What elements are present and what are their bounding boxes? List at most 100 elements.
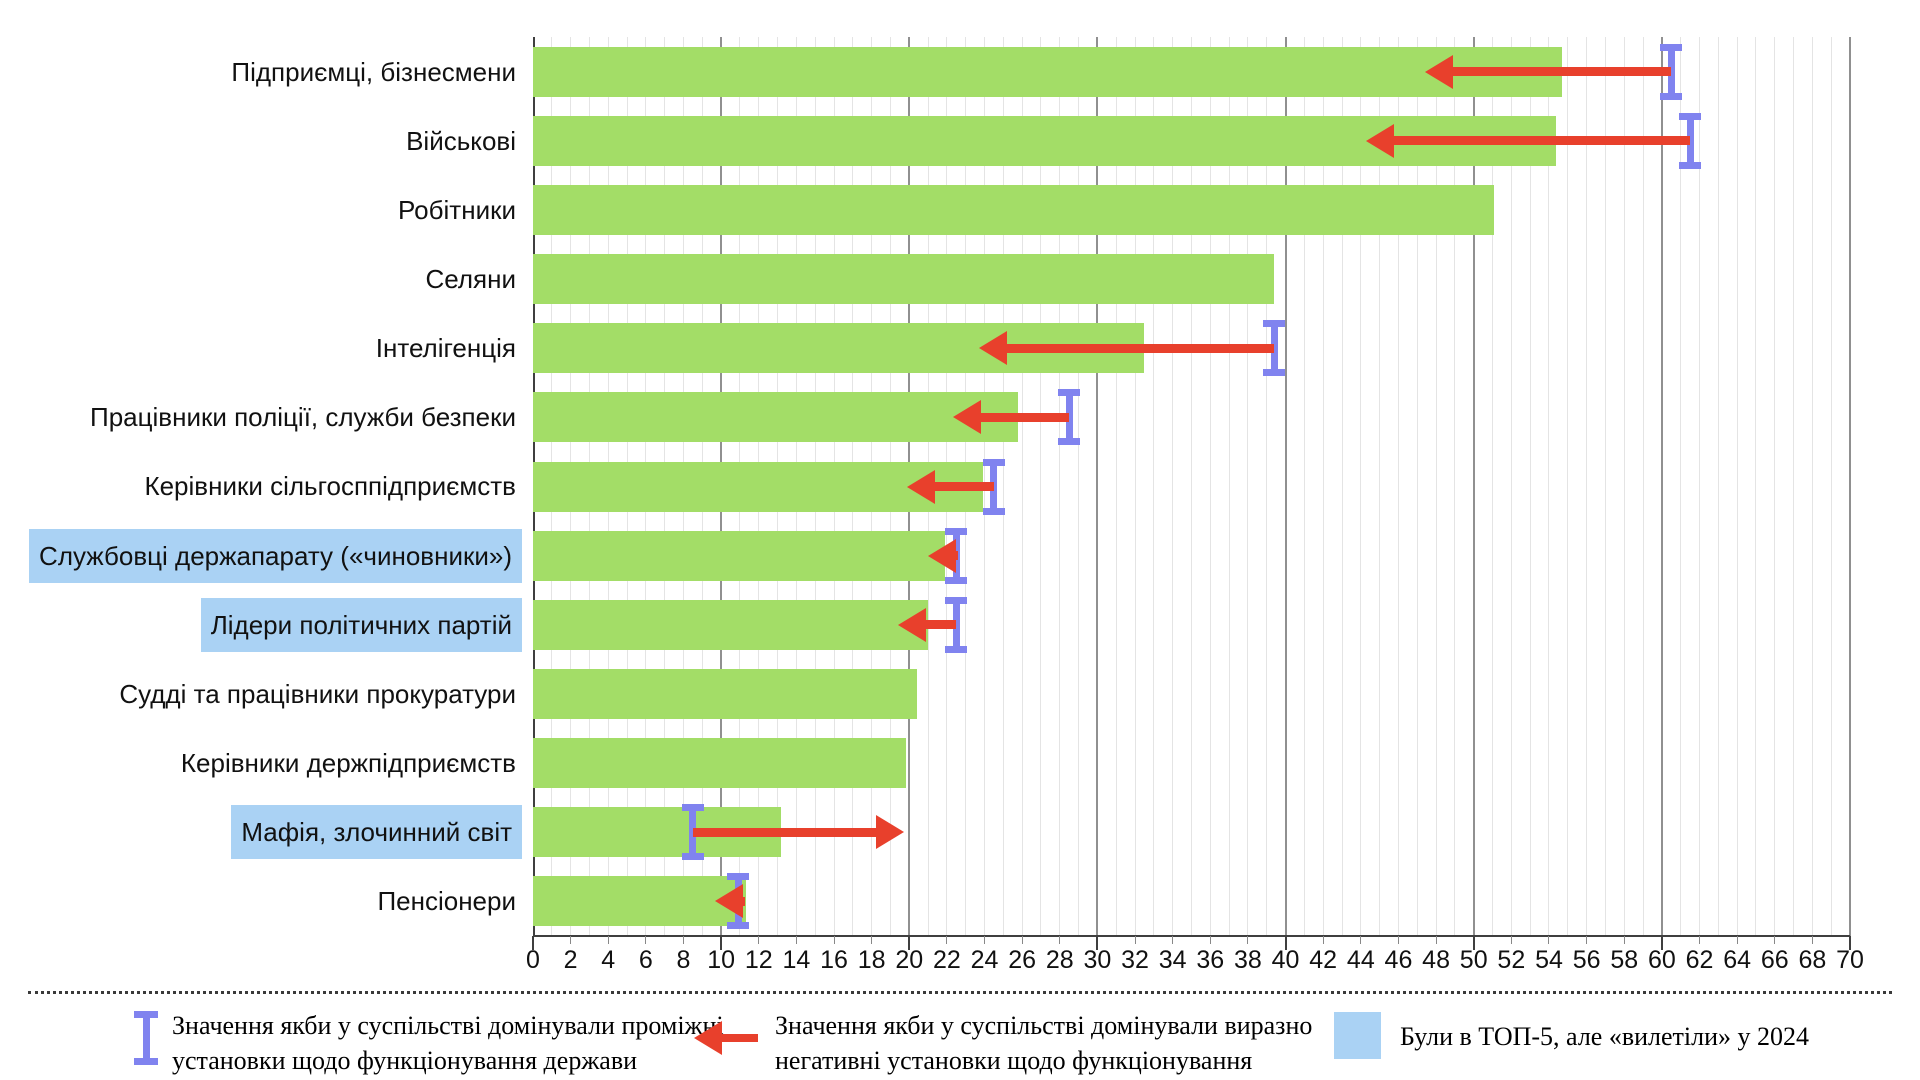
shift-arrow [978, 331, 1275, 366]
gridline [1811, 37, 1813, 936]
gridline [1040, 37, 1042, 936]
axis-tick [795, 936, 797, 944]
axis-tick [1209, 936, 1211, 944]
axis-tick-label: 14 [782, 946, 811, 974]
axis-tick-label: 40 [1271, 946, 1300, 974]
arrow-legend-label: Значення якби у суспільстві домінували в… [775, 1011, 1313, 1075]
gridline [1849, 37, 1851, 936]
category-label-row: Працівники поліції, служби безпеки [0, 383, 522, 452]
axis-tick [1322, 936, 1324, 944]
category-label-row: Селяни [0, 244, 522, 313]
x-axis-line [533, 935, 1850, 937]
gridline [1134, 37, 1136, 936]
category-label: Підприємці, бізнесмени [231, 56, 516, 87]
gridline [1680, 37, 1682, 936]
category-label-row: Робітники [0, 175, 522, 244]
axis-tick [720, 936, 723, 950]
whisker-legend-icon [134, 1011, 158, 1065]
highlight-legend-swatch [1334, 1012, 1381, 1059]
category-label: Керівники сільгосппідприємств [144, 471, 516, 502]
gridline [1529, 37, 1531, 936]
axis-tick-label: 22 [933, 946, 961, 974]
axis-tick [908, 936, 911, 950]
axis-tick-label: 58 [1610, 946, 1639, 974]
axis-tick [1811, 936, 1813, 944]
gridline [1172, 37, 1174, 936]
axis-tick-label: 44 [1346, 946, 1375, 974]
axis-tick-label: 64 [1723, 946, 1752, 974]
axis-tick [1397, 936, 1399, 944]
axis-tick [1360, 936, 1362, 944]
axis-tick-label: 20 [895, 946, 924, 974]
axis-tick [1774, 936, 1776, 944]
gridline [1247, 37, 1249, 936]
axis-tick [1623, 936, 1625, 944]
gridline [1454, 37, 1456, 936]
axis-tick-label: 60 [1647, 946, 1676, 974]
axis-tick [1510, 936, 1512, 944]
bar [533, 876, 746, 927]
gridline [1002, 37, 1004, 936]
category-label: Працівники поліції, служби безпеки [90, 402, 516, 433]
axis-tick [984, 936, 986, 944]
gridline [1717, 37, 1719, 936]
axis-tick-label: 42 [1309, 946, 1338, 974]
gridline [1115, 37, 1117, 936]
axis-tick-label: 52 [1497, 946, 1526, 974]
category-label: Керівники держпідприємств [180, 748, 516, 779]
axis-tick [1849, 936, 1851, 950]
axis-tick-label: 28 [1045, 946, 1074, 974]
shift-arrow [952, 400, 1070, 435]
shift-arrow [715, 884, 746, 919]
error-whisker [1679, 112, 1702, 169]
gridline [1604, 37, 1606, 936]
category-label-row: Лідери політичних партій [0, 590, 522, 659]
category-label: Лідери політичних партій [200, 597, 522, 652]
axis-tick-label: 0 [526, 946, 540, 974]
axis-tick [1698, 936, 1700, 944]
shift-arrow [928, 538, 959, 573]
axis-tick [1059, 936, 1061, 944]
gridline [1586, 37, 1588, 936]
axis-tick-label: 38 [1234, 946, 1262, 974]
axis-tick [1736, 936, 1738, 944]
axis-tick-label: 18 [857, 946, 886, 974]
gridline [1660, 37, 1663, 936]
bar [533, 530, 946, 581]
category-label: Робітники [397, 194, 516, 225]
axis-tick [570, 936, 572, 944]
error-whisker [1263, 320, 1286, 377]
gridline [1755, 37, 1757, 936]
axis-tick [871, 936, 873, 944]
axis-tick-label: 46 [1384, 946, 1413, 974]
gridline [1209, 37, 1211, 936]
axis-tick-label: 2 [563, 946, 578, 974]
axis-tick-label: 48 [1422, 946, 1450, 974]
axis-tick-label: 36 [1196, 946, 1225, 974]
category-label-row: Судді та працівники прокуратури [0, 659, 522, 728]
shift-arrow [1366, 123, 1691, 158]
category-label-row: Військові [0, 106, 522, 175]
axis-tick-label: 24 [970, 946, 999, 974]
axis-tick-label: 68 [1798, 946, 1827, 974]
category-label: Службовці держапарату («чиновники») [29, 528, 522, 583]
axis-tick [1247, 936, 1249, 944]
axis-tick-label: 70 [1836, 946, 1864, 974]
gridline [1510, 37, 1512, 936]
error-whisker [945, 596, 968, 653]
gridline [1435, 37, 1437, 936]
axis-tick [1472, 936, 1475, 950]
gridline [1153, 37, 1155, 936]
category-label: Мафія, злочинний світ [231, 805, 522, 860]
axis-tick [1134, 936, 1136, 944]
error-whisker [982, 458, 1005, 515]
bar [533, 46, 1563, 97]
axis-tick-label: 56 [1572, 946, 1601, 974]
axis-tick [1660, 936, 1663, 950]
gridline [1548, 37, 1550, 936]
axis-tick-label: 10 [707, 946, 736, 974]
axis-tick [1435, 936, 1437, 944]
legend-separator-line [28, 991, 1892, 994]
axis-tick [1548, 936, 1550, 944]
gridline [1774, 37, 1776, 936]
